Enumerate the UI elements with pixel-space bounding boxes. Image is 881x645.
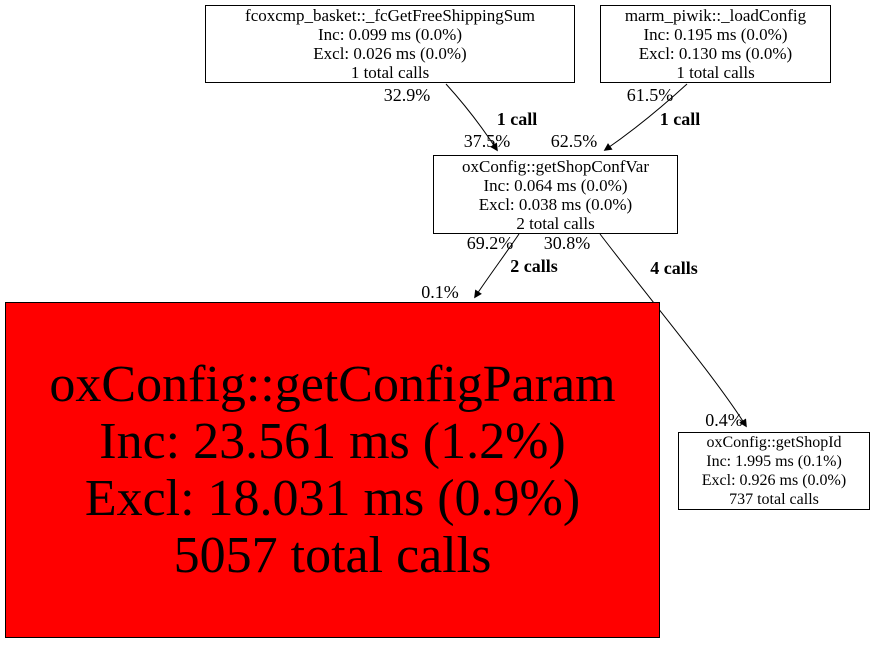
- edge-dst-percent: 37.5%: [463, 131, 511, 151]
- edge-call-count: 1 call: [659, 109, 701, 129]
- edge-call-count: 4 calls: [650, 258, 698, 278]
- node-total-calls: 737 total calls: [729, 491, 819, 508]
- node-inclusive-time: Inc: 0.195 ms (0.0%): [643, 25, 788, 44]
- edge-dst-percent: 62.5%: [550, 131, 598, 151]
- node-inclusive-time: Inc: 23.561 ms (1.2%): [99, 413, 566, 470]
- edge-src-percent: 61.5%: [626, 85, 674, 105]
- node-title: marm_piwik::_loadConfig: [624, 6, 807, 25]
- edge-piwik-to-confvar: [603, 83, 688, 151]
- edge-call-count: 2 calls: [510, 256, 558, 276]
- node-exclusive-time: Excl: 18.031 ms (0.9%): [84, 470, 581, 527]
- edge-dst-percent: 0.1%: [421, 282, 459, 302]
- node-total-calls: 5057 total calls: [173, 527, 492, 584]
- node-inclusive-time: Inc: 1.995 ms (0.1%): [706, 453, 842, 470]
- node-inclusive-time: Inc: 0.099 ms (0.0%): [317, 25, 462, 44]
- node-getshopid[interactable]: oxConfig::getShopId Inc: 1.995 ms (0.1%)…: [678, 432, 870, 510]
- node-inclusive-time: Inc: 0.064 ms (0.0%): [483, 175, 628, 195]
- node-loadconfig[interactable]: marm_piwik::_loadConfig Inc: 0.195 ms (0…: [600, 5, 831, 83]
- node-total-calls: 2 total calls: [516, 213, 595, 233]
- edge-call-count: 1 call: [496, 109, 538, 129]
- node-title: oxConfig::getConfigParam: [49, 356, 616, 413]
- node-exclusive-time: Excl: 0.038 ms (0.0%): [478, 194, 633, 214]
- edge-src-percent: 32.9%: [383, 85, 431, 105]
- node-title: fcoxcmp_basket::_fcGetFreeShippingSum: [245, 6, 535, 25]
- node-exclusive-time: Excl: 0.026 ms (0.0%): [313, 44, 467, 63]
- edge-src-percent: 69.2%: [466, 233, 514, 253]
- node-exclusive-time: Excl: 0.130 ms (0.0%): [638, 44, 793, 63]
- edge-src-percent: 30.8%: [543, 233, 591, 253]
- edge-confvar-to-configparam: [474, 233, 520, 299]
- node-total-calls: 1 total calls: [676, 63, 755, 82]
- node-title: oxConfig::getShopConfVar: [462, 156, 649, 176]
- node-getshopconfvar[interactable]: oxConfig::getShopConfVar Inc: 0.064 ms (…: [433, 155, 678, 234]
- edge-basket-to-confvar: [445, 83, 498, 152]
- node-fcgetfreeshippingsum[interactable]: fcoxcmp_basket::_fcGetFreeShippingSum In…: [205, 5, 575, 83]
- node-title: oxConfig::getShopId: [706, 434, 842, 451]
- node-getconfigparam[interactable]: oxConfig::getConfigParam Inc: 23.561 ms …: [5, 302, 660, 638]
- edge-dst-percent: 0.4%: [705, 410, 743, 430]
- node-total-calls: 1 total calls: [350, 63, 430, 82]
- edge-confvar-to-shopid: [599, 233, 747, 428]
- node-exclusive-time: Excl: 0.926 ms (0.0%): [701, 472, 847, 489]
